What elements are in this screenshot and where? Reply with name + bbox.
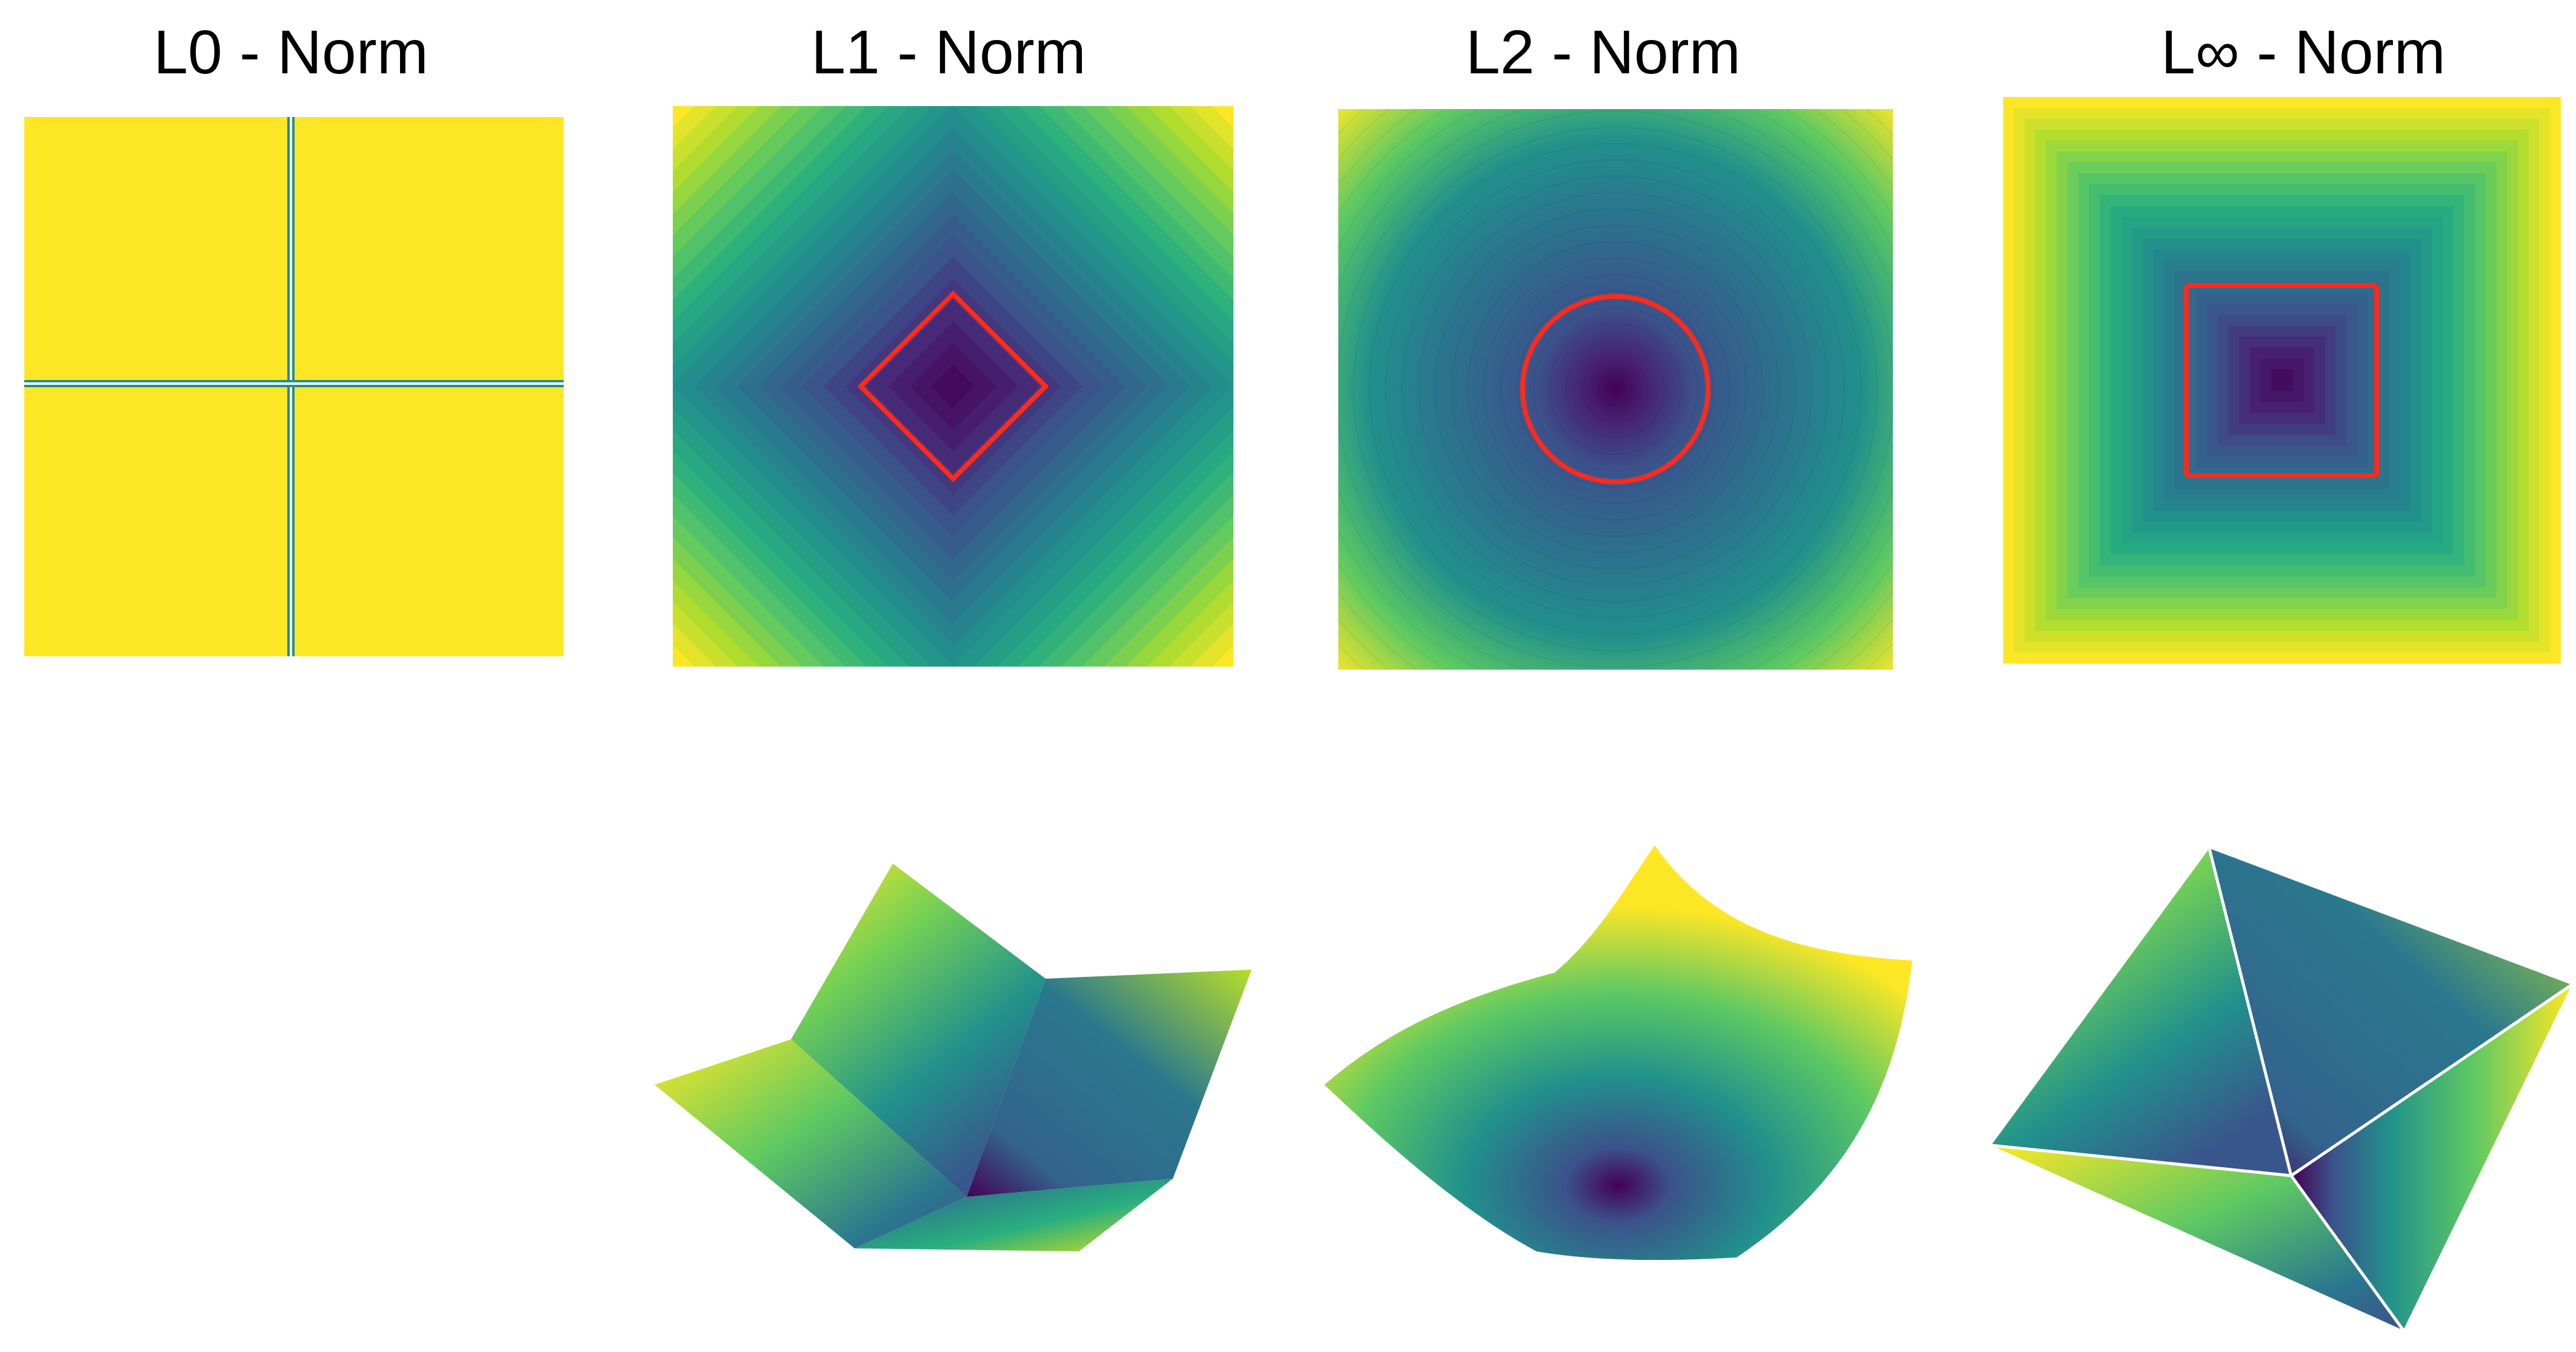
title-l0-norm: L0 - Norm <box>153 18 429 87</box>
l2-contour-ring <box>1533 307 1698 471</box>
linf-surface-face-left <box>1991 848 2291 1176</box>
l2-contour-ring <box>1484 258 1747 521</box>
l2-contour-ring <box>1566 339 1665 439</box>
linf-edge-2 <box>2290 983 2573 1177</box>
l2-surface-plot <box>1324 845 1912 1260</box>
title-l2-norm: L2 - Norm <box>1466 18 1741 87</box>
l2-contour-ring <box>1369 143 1861 635</box>
linf-surface-face-bottom <box>1991 1145 2403 1330</box>
l2-contour-ring <box>1418 192 1812 586</box>
l2-contour-ring <box>1353 127 1878 651</box>
l2-contour-plot <box>1338 109 1893 670</box>
l1-contour-level <box>931 364 975 408</box>
linf-edge-4 <box>1990 1144 2292 1177</box>
l2-contour-ring <box>1338 110 1893 668</box>
linf-surface-face-right <box>2291 985 2572 1330</box>
linf-edge-1 <box>2207 848 2293 1176</box>
l2-contour-ring <box>1386 159 1845 619</box>
l2-contour-ring <box>1435 208 1796 570</box>
l1-contour-plot <box>673 106 1233 667</box>
l1-surface-face-front-left <box>655 1039 967 1248</box>
linf-contour-level <box>2271 369 2293 391</box>
l2-contour-ring <box>1549 323 1681 455</box>
l1-surface-face-back-left <box>791 864 1046 1197</box>
l1-unit-ball-diamond <box>857 290 1049 482</box>
l2-contour-ring <box>1467 241 1763 537</box>
l2-contour-ring <box>1500 274 1730 504</box>
linf-contour-plot <box>2003 97 2561 664</box>
l2-contour-ring <box>1582 356 1649 422</box>
title-l1-norm: L1 - Norm <box>811 18 1086 87</box>
linf-surface-face-top <box>2209 848 2572 1176</box>
l1-surface-face-front-right <box>855 1179 1173 1251</box>
l2-contour-ring <box>1402 176 1829 602</box>
l0-contour-plot <box>24 117 564 656</box>
l2-contour-ring <box>1598 372 1632 406</box>
linf-surface-plot <box>1990 848 2573 1331</box>
l2-contour-ring <box>1451 225 1780 553</box>
l2-contour-ring <box>1517 290 1714 488</box>
linf-edge-3 <box>2289 1174 2405 1331</box>
title-linf-norm: L∞ - Norm <box>2161 18 2446 87</box>
l2-surface-bowl <box>1324 845 1912 1260</box>
l2-unit-ball-circle <box>1520 294 1710 484</box>
l1-surface-plot <box>655 864 1252 1251</box>
linf-unit-ball-square <box>2184 283 2379 478</box>
l1-surface-face-back-right <box>967 970 1252 1197</box>
